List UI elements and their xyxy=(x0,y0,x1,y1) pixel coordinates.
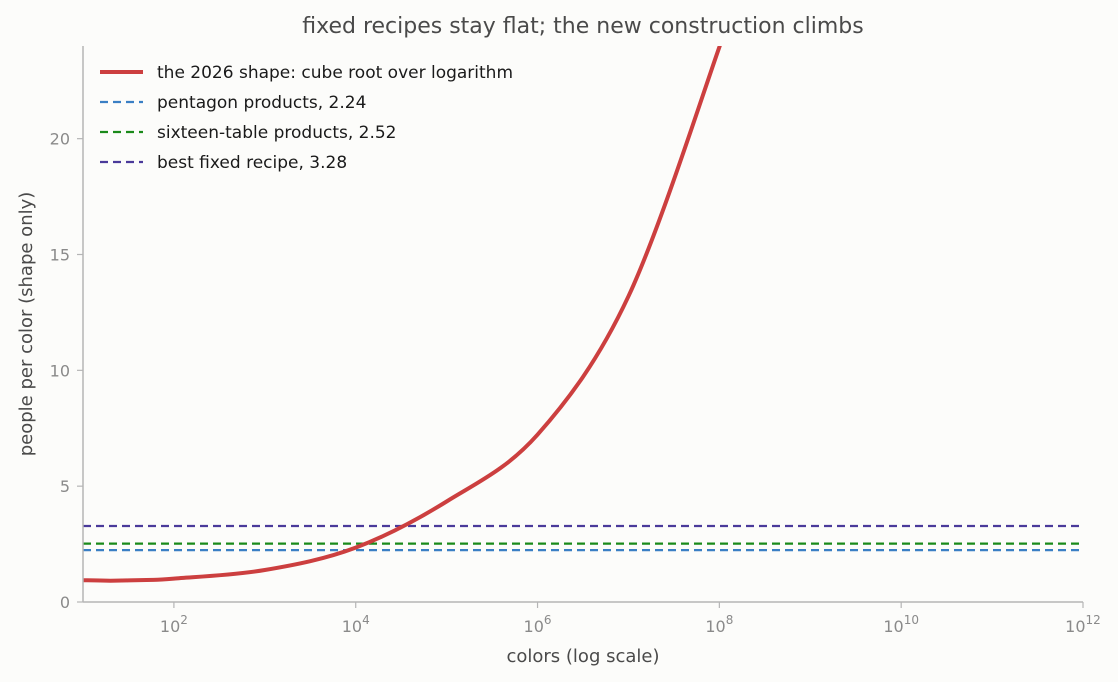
legend-label: best fixed recipe, 3.28 xyxy=(157,153,347,173)
x-tick-label: 1010 xyxy=(883,613,919,636)
x-axis-label: colors (log scale) xyxy=(506,646,659,667)
x-tick-label: 1012 xyxy=(1065,613,1101,636)
chart-title: fixed recipes stay flat; the new constru… xyxy=(302,14,863,39)
y-tick-label: 10 xyxy=(50,361,70,380)
series-line-0 xyxy=(83,46,722,583)
legend-label: the 2026 shape: cube root over logarithm xyxy=(157,63,513,83)
y-tick-label: 5 xyxy=(60,477,70,496)
x-tick-label: 102 xyxy=(160,613,188,636)
y-ticks: 0 5 10 15 20 xyxy=(50,130,83,612)
legend: the 2026 shape: cube root over logarithm… xyxy=(100,63,513,173)
axes: 102 104 106 108 1010 1012 0 5 10 15 20 xyxy=(50,46,1101,636)
y-tick-label: 20 xyxy=(50,130,70,149)
y-tick-label: 15 xyxy=(50,246,70,265)
legend-label: pentagon products, 2.24 xyxy=(157,93,366,113)
y-tick-label: 0 xyxy=(60,593,70,612)
y-axis-label: people per color (shape only) xyxy=(16,192,37,457)
x-tick-label: 106 xyxy=(524,613,552,636)
plot-area xyxy=(83,46,1083,583)
x-tick-label: 108 xyxy=(705,613,733,636)
legend-label: sixteen-table products, 2.52 xyxy=(157,123,397,143)
series-layer xyxy=(83,46,1083,583)
x-ticks: 102 104 106 108 1010 1012 xyxy=(160,602,1101,636)
x-tick-label: 104 xyxy=(342,613,370,636)
